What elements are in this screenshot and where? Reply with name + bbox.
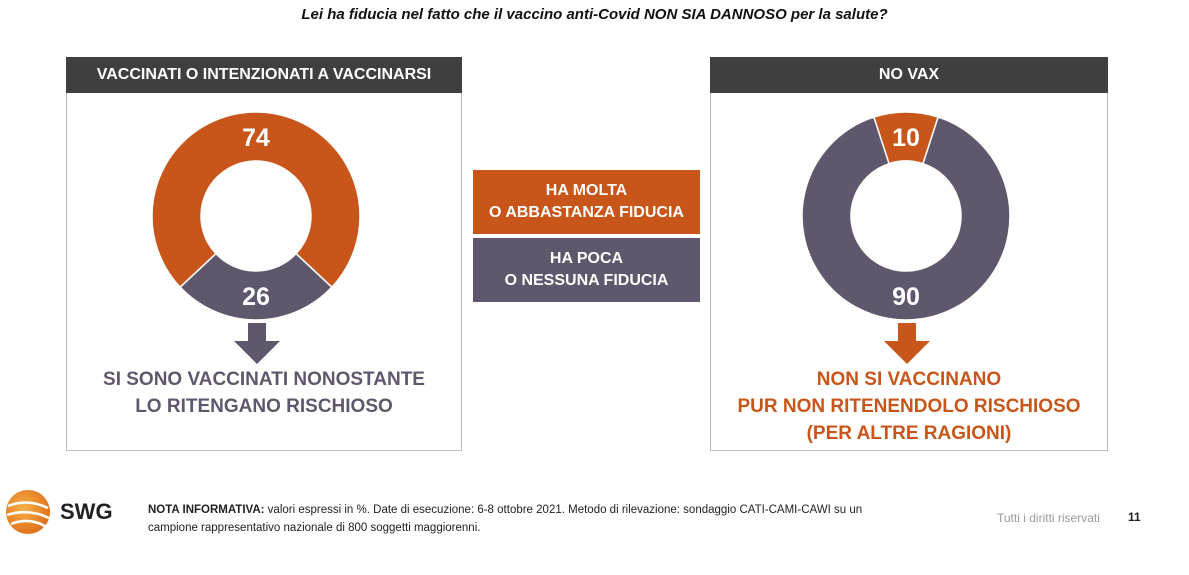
arrow-down-icon [884, 323, 930, 364]
caption-novax-line3: (PER ALTRE RAGIONI) [806, 423, 1012, 444]
slice-low-trust [801, 116, 1011, 321]
arrow-down-shape [884, 323, 930, 364]
caption-vaccinated-line1: SI SONO VACCINATI NONOSTANTE [103, 369, 425, 390]
donut-chart-novax: 10 90 [801, 111, 1011, 321]
rights-reserved: Tutti i diritti riservati [997, 511, 1100, 525]
legend-low-trust: HA POCA O NESSUNA FIDUCIA [473, 238, 700, 302]
data-label-low-trust: 26 [242, 283, 270, 311]
caption-vaccinated-line2: LO RITENGANO RISCHIOSO [135, 396, 393, 417]
note-text: valori espressi in %. Date di esecuzione… [148, 504, 863, 534]
page-title: Lei ha fiducia nel fatto che il vaccino … [301, 6, 888, 23]
donut-chart-vaccinated: 74 26 [151, 111, 361, 321]
slice-high-trust [151, 111, 361, 289]
panel-vaccinated-header: VACCINATI O INTENZIONATI A VACCINARSI [66, 57, 462, 93]
panel-novax-header: NO VAX [710, 57, 1108, 93]
arrow-down-icon [234, 323, 280, 364]
legend-high-line1: HA MOLTA [545, 182, 628, 199]
arrow-down-shape [234, 323, 280, 364]
data-label-high-trust: 74 [242, 124, 270, 152]
data-label-low-trust: 90 [892, 283, 920, 311]
slice-low-trust [179, 252, 333, 321]
legend-low-line2: O NESSUNA FIDUCIA [504, 272, 669, 289]
caption-novax: NON SI VACCINANO PUR NON RITENENDOLO RIS… [710, 366, 1108, 447]
methodology-note: NOTA INFORMATIVA: valori espressi in %. … [148, 501, 908, 537]
note-label: NOTA INFORMATIVA: [148, 504, 265, 516]
caption-vaccinated: SI SONO VACCINATI NONOSTANTE LO RITENGAN… [66, 366, 462, 420]
page-number: 11 [1128, 510, 1141, 524]
data-label-high-trust: 10 [892, 124, 920, 152]
brand-name: SWG [60, 499, 113, 524]
caption-novax-line1: NON SI VACCINANO [816, 369, 1002, 390]
caption-novax-line2: PUR NON RITENENDOLO RISCHIOSO [737, 396, 1081, 417]
legend-high-line2: O ABBASTANZA FIDUCIA [489, 204, 684, 221]
legend-low-line1: HA POCA [549, 250, 624, 267]
legend-high-trust: HA MOLTA O ABBASTANZA FIDUCIA [473, 170, 700, 234]
swg-logo-icon [6, 490, 50, 534]
